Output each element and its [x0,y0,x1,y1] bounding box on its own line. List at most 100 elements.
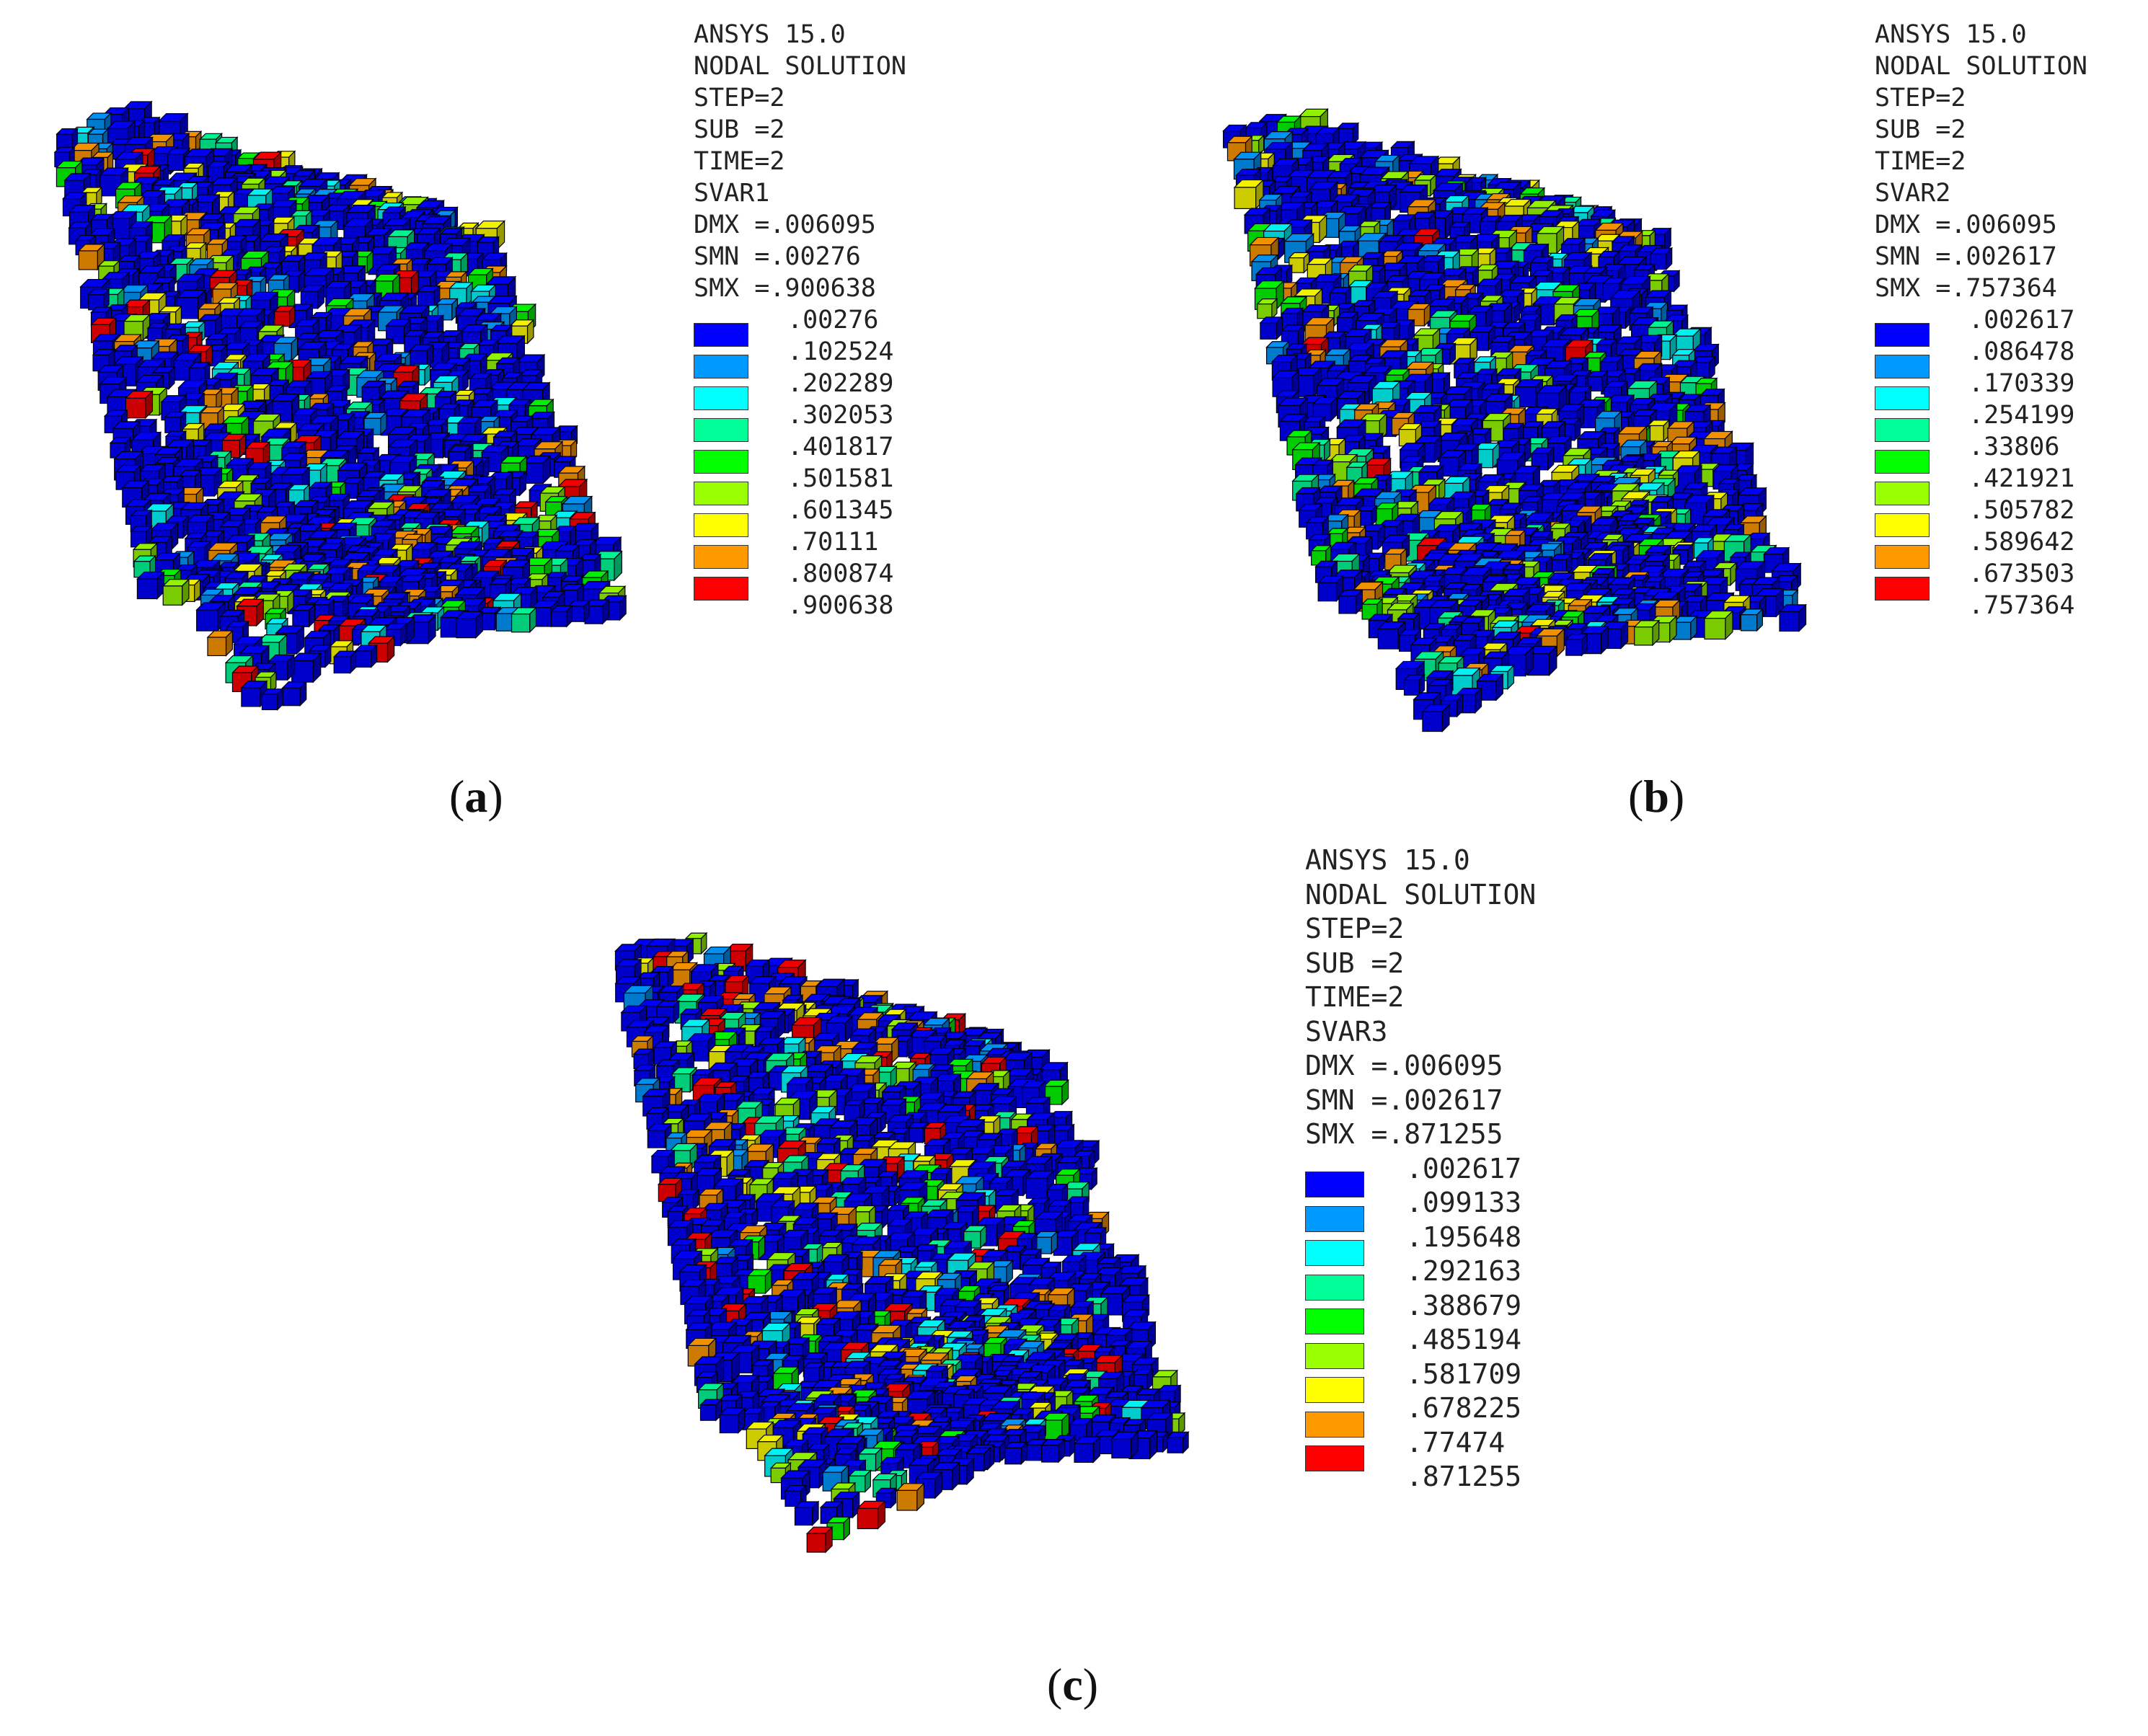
legend-tick-value: .800874 [787,559,894,588]
mesh-element [1305,515,1330,541]
mesh-element [1377,321,1401,345]
mesh-element [550,604,573,628]
mesh-element [1040,1438,1066,1463]
legend-line: STEP=2 [694,84,785,112]
legend-line: TIME=2 [694,147,785,176]
mesh-element [803,1361,826,1384]
mesh-element [1369,201,1392,225]
mesh-plot-b [1222,107,1808,732]
mesh-element [261,688,284,711]
legend-color-swatch [1875,513,1930,537]
legend-line: NODAL SOLUTION [1875,52,2088,81]
legend-header-c: ANSYS 15.0 NODAL SOLUTION STEP=2 SUB =2 TIME… [1305,843,1536,1152]
legend-color-swatch [1305,1205,1364,1232]
mesh-element [291,603,317,628]
legend-tick-value: .485194 [1406,1324,1522,1355]
legend-tick-value: .673503 [1968,559,2075,588]
mesh-element [843,1099,866,1121]
legend-tick-value: .195648 [1406,1221,1522,1253]
legend-color-swatch [694,513,748,537]
legend-scale-a: .00276.102524 .202289 .302053 .401817 .50158… [694,304,906,629]
legend-color-swatch [1875,576,1930,601]
legend-tick-value: .202289 [787,369,894,398]
legend-tick-value: .086478 [1968,337,2075,366]
legend-tick-value: .099133 [1406,1187,1522,1218]
legend-tick-value: .102524 [787,337,894,366]
mesh-element [1004,1441,1028,1466]
legend-scale-b: .002617.086478 .170339 .254199 .33806 .42192… [1875,304,2087,629]
legend-header-a: ANSYS 15.0 NODAL SOLUTION STEP=2 SUB =2 TIME… [694,19,906,304]
mesh-element [332,650,358,674]
legend-color-swatch [1875,417,1930,442]
legend-tick-value: .292163 [1406,1255,1522,1287]
legend-line: SMX =.900638 [694,274,876,303]
mesh-element [1565,633,1588,657]
mesh-plot-c [614,931,1190,1554]
mesh-element [1110,1430,1139,1459]
mesh-element [367,635,396,663]
mesh-element [1503,645,1534,678]
mesh-element [1672,615,1698,641]
legend-line: SUB =2 [1305,947,1405,979]
mesh-element [1647,419,1671,443]
mesh-element [1586,370,1609,392]
mesh-element [1403,673,1426,696]
mesh-element [409,343,434,369]
legend-tick-value: .388679 [1406,1289,1522,1321]
legend-line: SMX =.757364 [1875,274,2057,303]
legend-color-swatch [1875,481,1930,505]
legend-tick-value: .254199 [1968,401,2075,430]
mesh-element [87,288,110,311]
mesh-element [1166,1430,1190,1454]
legend-line: SVAR3 [1305,1015,1388,1048]
legend-color-swatch [1305,1308,1364,1334]
mesh-element [794,1500,820,1526]
mesh-element [281,270,306,294]
mesh-element [164,411,187,434]
mesh-element [1281,307,1304,331]
mesh-element [718,1407,746,1434]
legend-tick-value: .401817 [787,433,894,461]
legend-tick-value: .170339 [1968,369,2075,398]
legend-color-swatch [694,481,748,505]
mesh-element [124,390,154,420]
legend-color-swatch [1305,1445,1364,1471]
legend-line: DMX =.006095 [694,211,876,239]
legend-line: ANSYS 15.0 [1875,20,2027,49]
legend-color-swatch [1875,386,1930,410]
legend-tick-value: .589642 [1968,528,2075,557]
mesh-element [1778,603,1808,632]
mesh-element [1739,608,1764,632]
legend-tick-value: .33806 [1968,433,2060,461]
legend-tick-value: .302053 [787,401,894,430]
mesh-element [417,285,441,309]
mesh-element [1073,1435,1101,1463]
legend-color-swatch [1875,322,1930,347]
legend-tick-value: .678225 [1406,1392,1522,1424]
legend-tick-value: .002617 [1406,1152,1522,1184]
legend-line: SMN =.002617 [1305,1084,1503,1116]
legend-line: SVAR2 [1875,179,1951,208]
mesh-element [162,578,190,606]
legend-tick-value: .00276 [787,306,879,335]
legend-color-swatch [1305,1240,1364,1266]
mesh-element [77,243,105,271]
mesh-element [136,571,165,600]
legend-color-swatch [694,386,748,410]
legend-line: STEP=2 [1305,913,1405,944]
legend-tick-value: .871255 [1406,1461,1522,1492]
mesh-element [896,1482,925,1512]
mesh-element [1703,610,1734,640]
legend-color-swatch [694,354,748,378]
mesh-element [856,1500,886,1530]
legend-line: SUB =2 [694,115,785,144]
mesh-element [1259,316,1283,340]
legend-color-swatch [694,417,748,442]
mesh-element [455,610,484,639]
legend-line: SUB =2 [1875,115,1966,144]
mesh-element [1672,544,1694,566]
mesh-element [1256,298,1278,320]
legend-c: ANSYS 15.0 NODAL SOLUTION STEP=2 SUB =2 TIME… [1305,843,1536,1502]
mesh-element [1421,704,1451,732]
legend-line: SVAR1 [694,179,770,208]
